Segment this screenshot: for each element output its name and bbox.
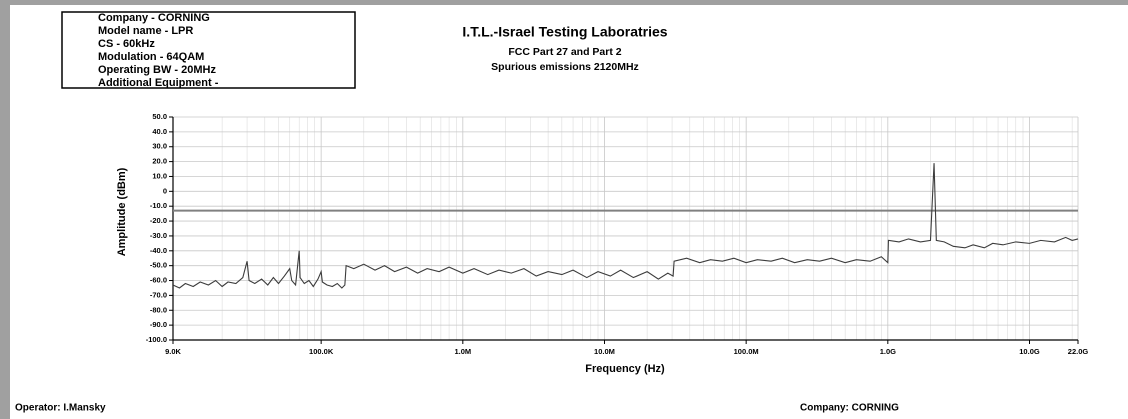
footer-company: Company: CORNING xyxy=(800,403,899,414)
x-tick-label: 1.0M xyxy=(454,347,471,356)
y-tick-label: -30.0 xyxy=(150,231,167,240)
y-tick-label: -10.0 xyxy=(150,201,167,210)
y-tick-label: -90.0 xyxy=(150,320,167,329)
x-tick-label: 10.0G xyxy=(1019,347,1040,356)
y-tick-label: -40.0 xyxy=(150,246,167,255)
y-tick-label: 30.0 xyxy=(152,142,167,151)
x-tick-label: 100.0K xyxy=(309,347,334,356)
y-tick-label: 40.0 xyxy=(152,127,167,136)
chart-subtitle: Spurious emissions 2120MHz xyxy=(491,61,639,73)
info-line: Modulation - 64QAM xyxy=(98,51,204,63)
x-tick-label: 22.0G xyxy=(1068,347,1089,356)
y-tick-label: -20.0 xyxy=(150,216,167,225)
info-line: Additional Equipment - xyxy=(98,77,219,89)
y-tick-label: -60.0 xyxy=(150,276,167,285)
y-tick-label: 20.0 xyxy=(152,157,167,166)
info-lines: Company - CORNING Model name - LPR CS - … xyxy=(98,12,219,89)
info-line: Model name - LPR xyxy=(98,25,193,37)
y-tick-label: 10.0 xyxy=(152,171,167,180)
left-border xyxy=(0,0,10,419)
x-tick-label: 1.0G xyxy=(880,347,896,356)
trace xyxy=(172,163,1079,289)
y-tick-label: -50.0 xyxy=(150,261,167,270)
info-line: CS - 60kHz xyxy=(98,38,155,50)
y-tick-label: -100.0 xyxy=(146,335,167,344)
y-tick-label: 0 xyxy=(163,186,167,195)
top-border xyxy=(0,0,1128,5)
y-tick-label: -70.0 xyxy=(150,290,167,299)
x-tick-label: 9.0K xyxy=(165,347,181,356)
y-axis-label: Amplitude (dBm) xyxy=(116,167,128,256)
footer-operator: Operator: I.Mansky xyxy=(15,403,106,414)
chart-subtitle: FCC Part 27 and Part 2 xyxy=(508,46,621,58)
info-line: Operating BW - 20MHz xyxy=(98,64,216,76)
info-line: Company - CORNING xyxy=(98,12,210,24)
x-axis-label: Frequency (Hz) xyxy=(585,363,665,375)
info-box xyxy=(61,11,356,89)
plot: 50.0 40.0 30.0 20.0 10.0 0 -10.0 -20.0 -30.0 -40.… xyxy=(146,112,1089,356)
x-tick-label: 10.0M xyxy=(594,347,615,356)
y-tick-label: -80.0 xyxy=(150,305,167,314)
chart-title: I.T.L.-Israel Testing Laboratries xyxy=(462,24,667,40)
x-tick-label: 100.0M xyxy=(734,347,759,356)
y-tick-label: 50.0 xyxy=(152,112,167,121)
